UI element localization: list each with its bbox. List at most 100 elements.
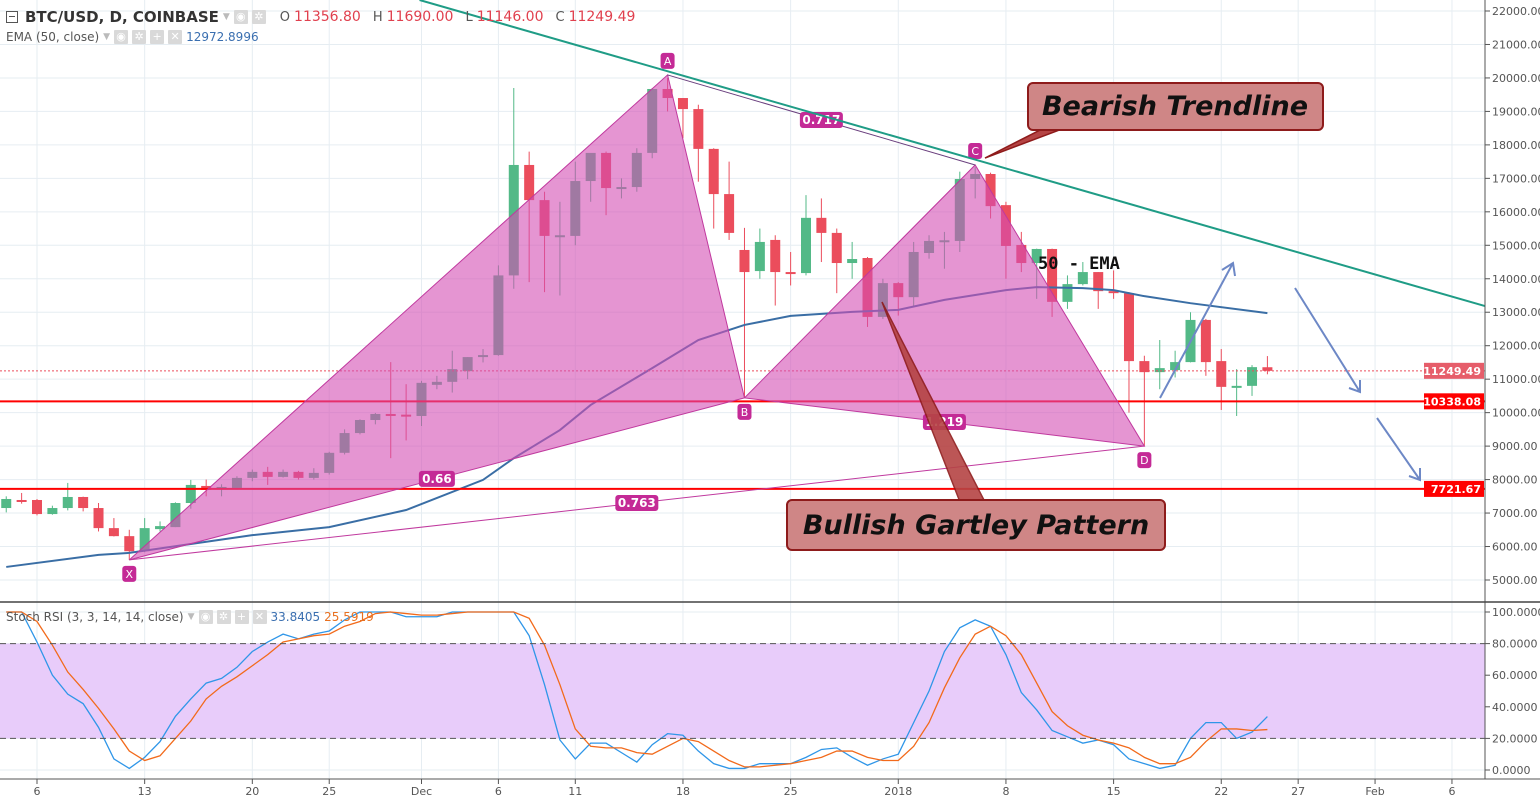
bearish-trendline[interactable] — [419, 0, 1486, 308]
symbol-title[interactable]: BTC/USD, D, COINBASE — [25, 8, 219, 26]
candle-body — [139, 528, 150, 552]
stoch-k-value: 33.8405 — [270, 610, 321, 624]
candle — [1247, 365, 1258, 396]
candle-body — [1200, 319, 1211, 363]
candle — [1077, 262, 1088, 286]
candle — [1093, 272, 1104, 309]
gear-icon[interactable]: ✲ — [251, 10, 266, 24]
close-value: 11249.49 — [568, 9, 636, 25]
pattern-point-label: D — [1140, 454, 1148, 467]
candle — [708, 148, 719, 229]
eye-icon[interactable]: ◉ — [198, 610, 213, 624]
ratio-badge — [615, 495, 659, 512]
price-labels: 11249.49 10338.08 7721.67 — [1423, 362, 1484, 497]
candle-body — [754, 241, 765, 272]
candle-body — [124, 536, 135, 552]
candle-body — [16, 499, 27, 502]
candle-body — [1108, 291, 1119, 294]
candle — [801, 195, 811, 276]
pattern-triangle-bcd — [743, 164, 1146, 447]
bullish-gartley-callout[interactable]: Bullish Gartley Pattern — [786, 301, 1166, 551]
candle — [93, 503, 104, 532]
candle — [1231, 369, 1242, 416]
arrows[interactable] — [1159, 261, 1421, 482]
time-tick-label: 22 — [1214, 785, 1228, 798]
candle-body — [78, 496, 89, 509]
ratio-label: 0.763 — [618, 496, 656, 510]
stoch-tick-label: 60.0000 — [1492, 669, 1538, 682]
plus-icon[interactable]: + — [234, 610, 249, 624]
candle — [739, 227, 750, 398]
collapse-icon[interactable] — [6, 11, 18, 23]
ratio-label: 0.66 — [422, 472, 452, 486]
close-icon[interactable]: ✕ — [168, 30, 183, 44]
gear-icon[interactable]: ✲ — [132, 30, 147, 44]
candle-body — [1077, 272, 1088, 285]
close-label: C — [555, 9, 565, 25]
chevron-down-icon[interactable]: ▼ — [187, 612, 195, 622]
pattern-triangle-xab — [128, 73, 746, 561]
candle — [1062, 275, 1073, 309]
candle-body — [1, 498, 12, 509]
price-tick-label: 15000.00 — [1492, 239, 1540, 252]
eye-icon[interactable]: ◉ — [114, 30, 129, 44]
ema-legend-label[interactable]: EMA (50, close) — [6, 30, 100, 44]
candle-body — [93, 508, 104, 529]
ratio-badge — [418, 470, 455, 487]
candle — [677, 98, 688, 139]
ratio-label: 0.717 — [802, 113, 840, 127]
candle-body — [816, 217, 827, 233]
stoch-d-line — [6, 611, 1268, 768]
plus-icon[interactable]: + — [150, 30, 165, 44]
arrow-up-icon[interactable] — [1159, 261, 1236, 399]
candle-body — [1031, 248, 1042, 264]
candle-body — [1123, 293, 1134, 362]
candle-body — [62, 496, 73, 509]
stoch-legend-label[interactable]: Stoch RSI (3, 3, 14, 14, close) — [6, 610, 184, 624]
gear-icon[interactable]: ✲ — [216, 610, 231, 624]
time-axis[interactable]: 6 13 20 25 Dec 6 11 18 25 2018 8 15 22 27 Feb 6 — [34, 779, 1456, 798]
candle-body — [739, 249, 750, 273]
candle — [754, 228, 765, 279]
time-tick-label: 13 — [138, 785, 152, 798]
ema-legend: EMA (50, close) ▼ ◉ ✲ + ✕ 12972.8996 — [6, 30, 259, 44]
stoch-tick-label: 40.0000 — [1492, 701, 1538, 714]
stoch-d-value: 25.5919 — [324, 610, 374, 624]
candle-body — [170, 503, 181, 528]
candle-body — [524, 164, 535, 201]
close-icon[interactable]: ✕ — [252, 610, 267, 624]
time-tick-label: 8 — [1002, 785, 1009, 798]
time-tick-label: Feb — [1365, 785, 1384, 798]
candle — [1185, 312, 1196, 363]
time-tick-label: 2018 — [884, 785, 912, 798]
pattern-point-badge — [660, 52, 675, 69]
candle-body — [1231, 385, 1242, 388]
arrow-down-icon[interactable] — [1376, 417, 1421, 482]
candle-body — [1170, 362, 1181, 371]
eye-icon[interactable]: ◉ — [233, 10, 248, 24]
price-tick-label: 7000.00 — [1492, 507, 1538, 520]
time-tick-label: 25 — [322, 785, 336, 798]
candle-body — [1154, 368, 1165, 373]
pattern-point-label: X — [126, 568, 134, 581]
chevron-down-icon[interactable]: ▼ — [222, 12, 230, 22]
arrow-down-icon[interactable] — [1294, 287, 1361, 394]
high-value: 11690.00 — [386, 9, 454, 25]
candle — [1200, 318, 1211, 376]
chevron-down-icon[interactable]: ▼ — [103, 32, 111, 42]
time-tick-label: 27 — [1291, 785, 1305, 798]
price-tick-label: 17000.00 — [1492, 172, 1540, 185]
candle — [1170, 350, 1181, 378]
price-axis[interactable]: 22000.00 21000.00 20000.00 19000.00 18000.00… — [1485, 5, 1540, 587]
candle — [693, 104, 704, 182]
candle — [1154, 340, 1165, 390]
bearish-trendline-callout[interactable]: Bearish Trendline — [984, 82, 1324, 159]
candle-body — [1139, 361, 1150, 373]
candle — [32, 498, 42, 516]
candle-body — [1247, 367, 1258, 386]
pattern-point-badge — [1137, 452, 1152, 469]
stoch-axis[interactable]: 100.0000 80.0000 60.0000 40.0000 20.0000 0.00… — [1485, 606, 1540, 777]
bearish-trendline-label: Bearish Trendline — [1042, 91, 1308, 122]
